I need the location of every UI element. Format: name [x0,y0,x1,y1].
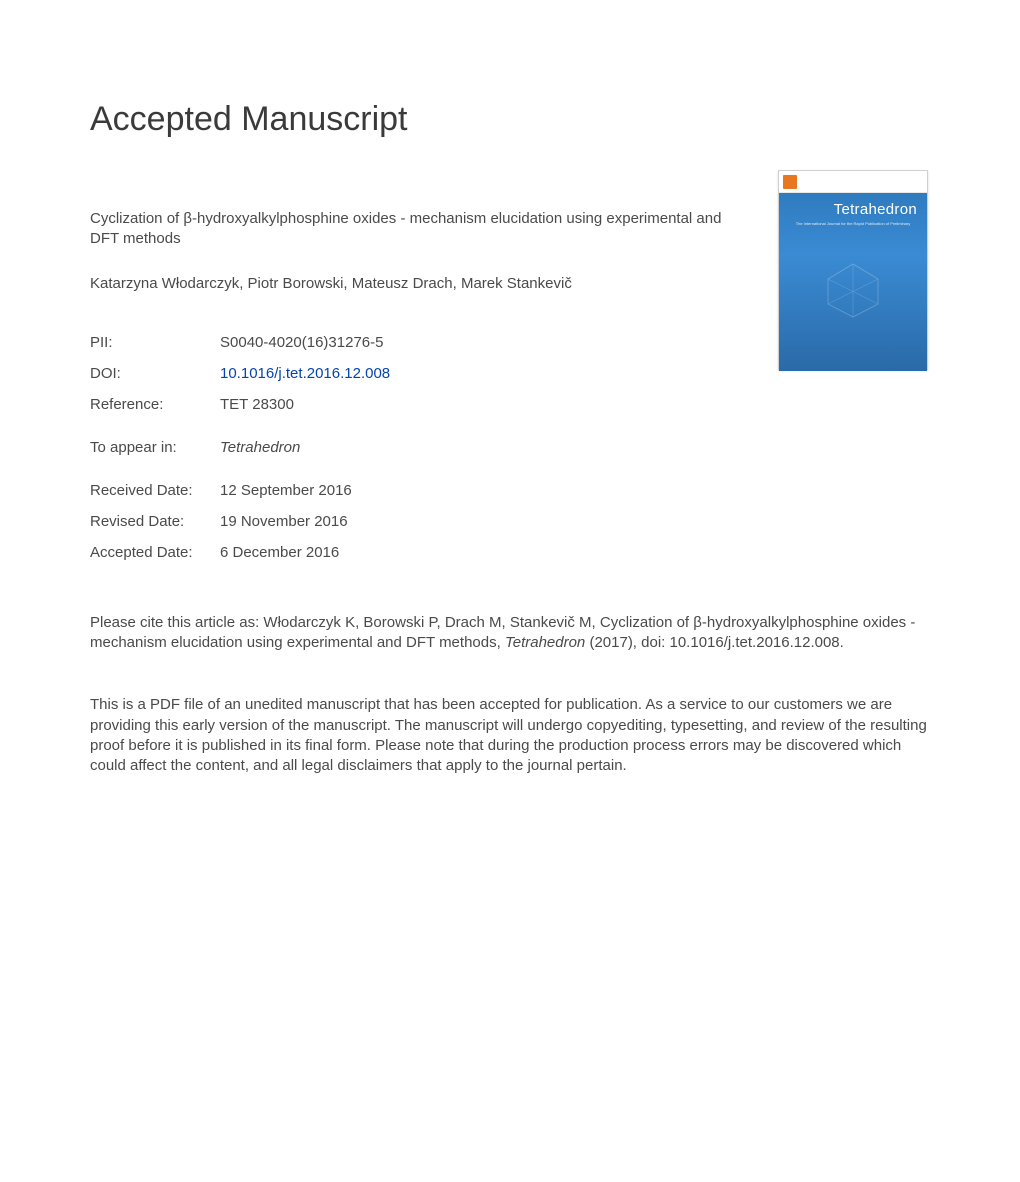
article-title: Cyclization of β-hydroxyalkylphosphine o… [90,209,730,250]
cover-body: Tetrahedron The International Journal fo… [779,193,927,371]
citation-suffix: (2017), doi: 10.1016/j.tet.2016.12.008. [585,634,844,651]
cover-header-bar [779,171,927,193]
journal-cover-thumbnail: Tetrahedron The International Journal fo… [778,170,928,370]
received-date-label: Received Date: [90,482,220,499]
cover-subtitle: The International Journal for the Rapid … [789,221,917,226]
dates-table: Received Date: 12 September 2016 Revised… [90,482,930,561]
reference-value: TET 28300 [220,396,930,413]
citation-text: Please cite this article as: Włodarczyk … [90,613,920,654]
citation-journal: Tetrahedron [505,634,585,651]
pii-label: PII: [90,334,220,351]
revised-date-label: Revised Date: [90,513,220,530]
to-appear-row: To appear in: Tetrahedron [90,439,930,456]
cover-art-icon [823,259,883,319]
reference-label: Reference: [90,396,220,413]
cover-journal-name: Tetrahedron [789,201,917,218]
received-date-value: 12 September 2016 [220,482,930,499]
publisher-logo-icon [783,175,797,189]
page-heading: Accepted Manuscript [90,100,930,139]
accepted-date-value: 6 December 2016 [220,544,930,561]
revised-date-value: 19 November 2016 [220,513,930,530]
article-authors: Katarzyna Włodarczyk, Piotr Borowski, Ma… [90,274,730,294]
to-appear-label: To appear in: [90,439,220,456]
accepted-date-label: Accepted Date: [90,544,220,561]
to-appear-journal: Tetrahedron [220,439,930,456]
disclaimer-text: This is a PDF file of an unedited manusc… [90,695,930,776]
doi-label: DOI: [90,365,220,382]
